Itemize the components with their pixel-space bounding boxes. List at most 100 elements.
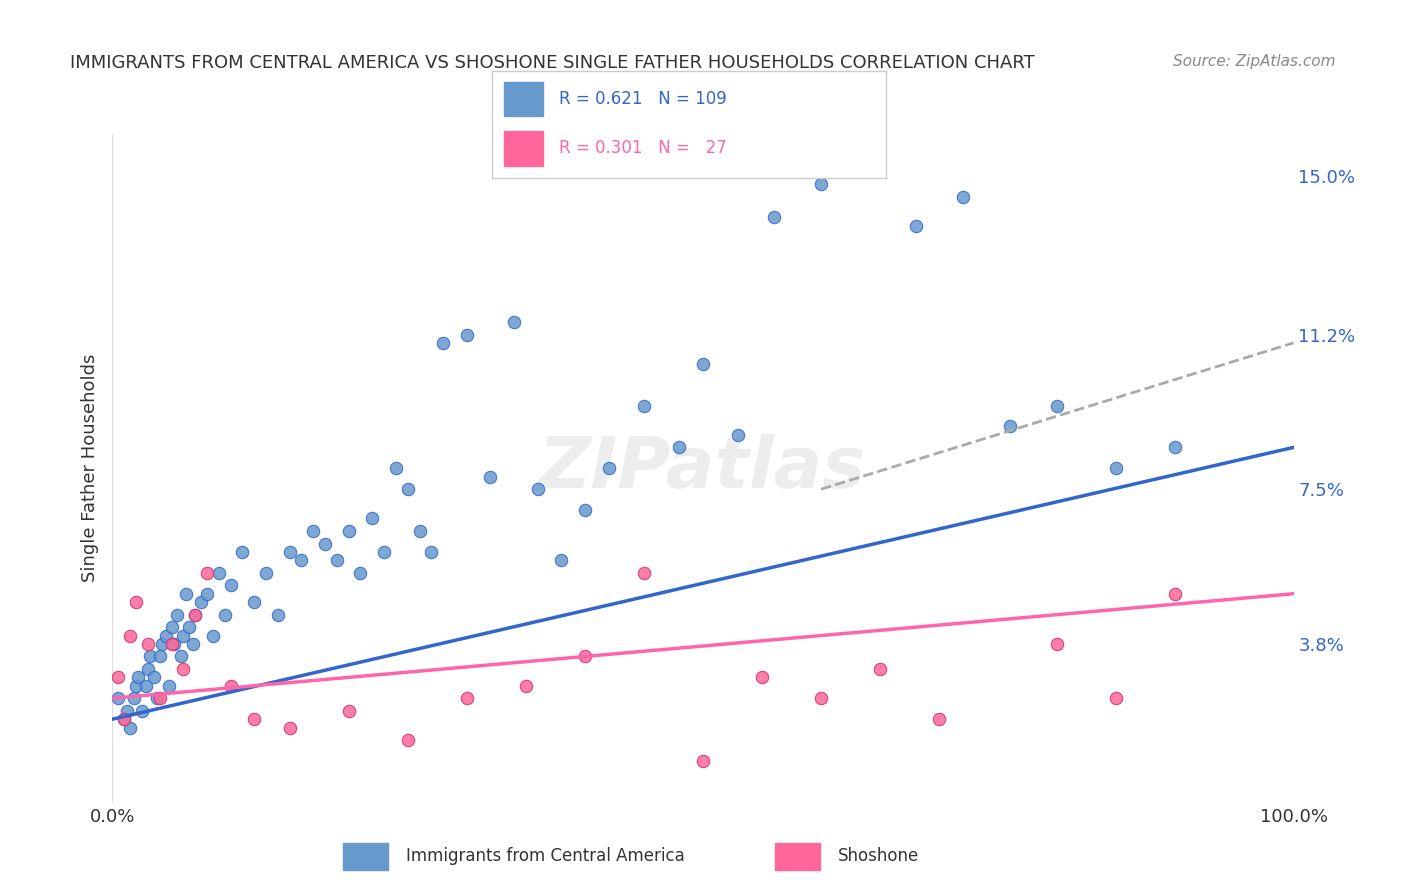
Point [302,524,325,538]
Y-axis label: Single Father Households: Single Father Households [80,354,98,582]
Point [201,628,224,642]
Point [142,670,165,684]
Point [160,620,183,634]
Point [396,733,419,747]
Point [633,399,655,413]
Point [195,587,218,601]
Point [337,524,360,538]
Text: Source: ZipAtlas.com: Source: ZipAtlas.com [1173,54,1336,69]
Point [810,691,832,706]
Point [550,553,572,567]
Point [149,649,172,664]
Point [125,595,148,609]
Point [120,721,142,735]
Point [762,211,785,225]
Point [243,712,266,726]
Point [139,649,162,664]
Point [190,595,212,609]
Point [131,704,153,718]
Point [408,524,430,538]
Point [633,566,655,580]
Point [337,704,360,718]
Point [146,691,169,706]
Point [385,461,408,475]
Point [1105,461,1128,475]
Point [174,587,197,601]
Point [179,620,201,634]
Point [127,670,149,684]
Text: IMMIGRANTS FROM CENTRAL AMERICA VS SHOSHONE SINGLE FATHER HOUSEHOLDS CORRELATION: IMMIGRANTS FROM CENTRAL AMERICA VS SHOSH… [70,54,1035,71]
Point [998,419,1021,434]
Point [136,637,159,651]
Point [172,662,194,676]
Point [184,607,207,622]
Point [254,566,277,580]
Point [692,357,714,371]
Point [515,679,537,693]
Point [172,628,194,642]
Point [904,219,927,233]
Point [107,691,129,706]
Point [107,670,129,684]
Text: ZIPatlas: ZIPatlas [540,434,866,503]
Point [349,566,371,580]
Point [858,161,880,175]
Point [219,578,242,592]
Point [149,691,172,706]
Point [170,649,193,664]
Point [155,628,177,642]
Point [952,189,974,203]
Point [314,536,336,550]
Point [214,607,236,622]
Point [479,469,502,483]
Point [219,679,242,693]
Text: R = 0.301   N =   27: R = 0.301 N = 27 [560,139,727,157]
Point [692,754,714,768]
Point [125,679,148,693]
Point [135,679,157,693]
Point [231,545,253,559]
Point [267,607,290,622]
Point [751,670,773,684]
Point [396,482,419,496]
Point [1105,691,1128,706]
Text: Shoshone: Shoshone [838,847,920,865]
Point [326,553,349,567]
Bar [775,843,820,870]
Point [166,607,188,622]
Bar [503,131,543,166]
Text: Immigrants from Central America: Immigrants from Central America [406,847,685,865]
Point [526,482,548,496]
Point [432,335,454,350]
Point [112,712,135,726]
Point [160,637,183,651]
Point [120,628,142,642]
Point [1164,587,1187,601]
Point [278,545,301,559]
Point [122,691,145,706]
Text: R = 0.621   N = 109: R = 0.621 N = 109 [560,90,727,108]
Point [598,461,620,475]
Point [195,566,218,580]
Bar [503,82,543,116]
Point [1164,441,1187,455]
Point [1046,637,1069,651]
Point [1046,399,1069,413]
Point [181,637,204,651]
Point [361,511,384,525]
Point [503,315,526,329]
Point [290,553,312,567]
Bar [343,843,388,870]
Point [136,662,159,676]
Point [456,691,478,706]
Point [574,503,596,517]
Point [243,595,266,609]
Point [810,177,832,191]
Point [150,637,173,651]
Point [157,679,180,693]
Point [112,712,135,726]
Point [574,649,596,664]
Point [727,428,749,442]
Point [184,607,207,622]
Point [456,327,478,342]
